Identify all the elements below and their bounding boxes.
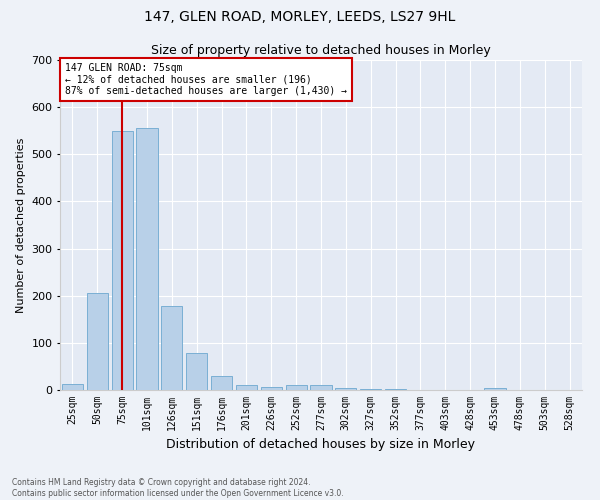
Bar [112,130,133,390]
Bar [261,386,282,390]
Bar [136,128,158,390]
Text: 147 GLEN ROAD: 75sqm
← 12% of detached houses are smaller (196)
87% of semi-deta: 147 GLEN ROAD: 75sqm ← 12% of detached h… [65,64,347,96]
Bar [484,388,506,390]
Text: 147, GLEN ROAD, MORLEY, LEEDS, LS27 9HL: 147, GLEN ROAD, MORLEY, LEEDS, LS27 9HL [145,10,455,24]
Bar [62,384,83,390]
X-axis label: Distribution of detached houses by size in Morley: Distribution of detached houses by size … [167,438,476,452]
Bar [87,294,108,390]
Bar [186,353,207,390]
Bar [161,306,182,390]
Bar [385,388,406,390]
Bar [286,386,307,390]
Bar [360,388,381,390]
Bar [310,386,332,390]
Text: Contains HM Land Registry data © Crown copyright and database right 2024.
Contai: Contains HM Land Registry data © Crown c… [12,478,344,498]
Title: Size of property relative to detached houses in Morley: Size of property relative to detached ho… [151,44,491,58]
Bar [335,388,356,390]
Bar [211,376,232,390]
Bar [236,386,257,390]
Y-axis label: Number of detached properties: Number of detached properties [16,138,26,312]
